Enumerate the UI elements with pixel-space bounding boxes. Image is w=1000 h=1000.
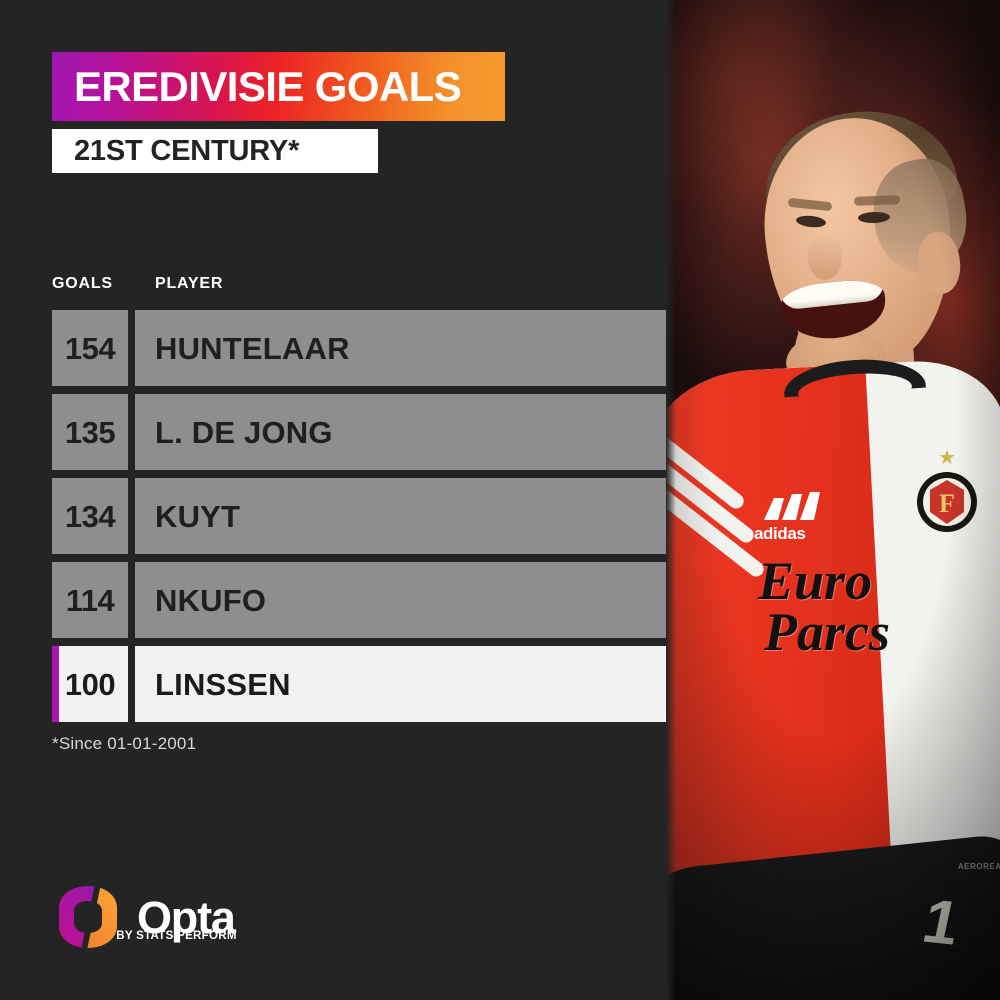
row-accent-bar [52, 646, 59, 722]
player-photo: adidas Euro Parcs ★ F AEROREADY 1 [666, 0, 1000, 1000]
column-header-player: PLAYER [155, 275, 224, 292]
goals-value: 154 [64, 330, 116, 366]
column-headers: GOALS PLAYER [52, 276, 672, 296]
goals-cell: 100 [52, 646, 128, 722]
goals-value: 134 [64, 498, 116, 534]
ranking-list: 154 HUNTELAAR 135 L. DE JONG 134 KUYT 114 NKUFO… [52, 310, 666, 730]
player-name: KUYT [155, 498, 241, 534]
feyenoord-crest-icon: F [914, 466, 980, 544]
goals-cell: 114 [52, 562, 128, 638]
player-cell: HUNTELAAR [135, 310, 666, 386]
player-name: L. DE JONG [155, 414, 333, 450]
fabric-tech-label: AEROREADY [958, 862, 1000, 871]
shirt-sponsor-line2: Parcs [764, 601, 890, 662]
column-header-goals: GOALS [52, 275, 113, 292]
photo-nose [808, 236, 842, 280]
player-name: LINSSEN [155, 666, 291, 702]
opta-logo: Opta BY STATS PERFORM [55, 884, 236, 950]
subtitle-banner: 21ST CENTURY* [52, 129, 378, 173]
page-title: EREDIVISIE GOALS [74, 62, 462, 110]
page-subtitle: 21ST CENTURY* [74, 134, 300, 167]
player-cell: L. DE JONG [135, 394, 666, 470]
goals-cell: 134 [52, 478, 128, 554]
table-row: 154 HUNTELAAR [52, 310, 666, 386]
adidas-wordmark: adidas [754, 524, 806, 543]
svg-text:F: F [939, 489, 955, 518]
opta-wordmark: Opta BY STATS PERFORM [116, 891, 236, 943]
goals-value: 135 [64, 414, 116, 450]
goals-value: 114 [65, 582, 115, 618]
player-name: NKUFO [155, 582, 267, 618]
goals-value: 100 [64, 666, 116, 702]
opta-tagline: BY STATS PERFORM [116, 930, 237, 942]
title-banner: EREDIVISIE GOALS [52, 52, 505, 121]
opta-wordmark-text: Opta [137, 891, 236, 943]
opta-mark-icon [55, 884, 121, 950]
goals-cell: 135 [52, 394, 128, 470]
table-row: 135 L. DE JONG [52, 394, 666, 470]
photo-left-fade [666, 0, 676, 1000]
adidas-icon [762, 492, 824, 522]
table-row: 134 KUYT [52, 478, 666, 554]
photo-eyebrow-right [853, 195, 901, 206]
player-cell: KUYT [135, 478, 666, 554]
goals-cell: 154 [52, 310, 128, 386]
table-row: 114 NKUFO [52, 562, 666, 638]
shirt-sponsor: Euro Parcs [758, 554, 998, 662]
crest-star-icon: ★ [938, 447, 956, 469]
table-row: 100 LINSSEN [52, 646, 666, 722]
player-cell: NKUFO [135, 562, 666, 638]
footnote: *Since 01-01-2001 [52, 734, 197, 753]
player-cell: LINSSEN [135, 646, 666, 722]
player-name: HUNTELAAR [155, 330, 350, 366]
